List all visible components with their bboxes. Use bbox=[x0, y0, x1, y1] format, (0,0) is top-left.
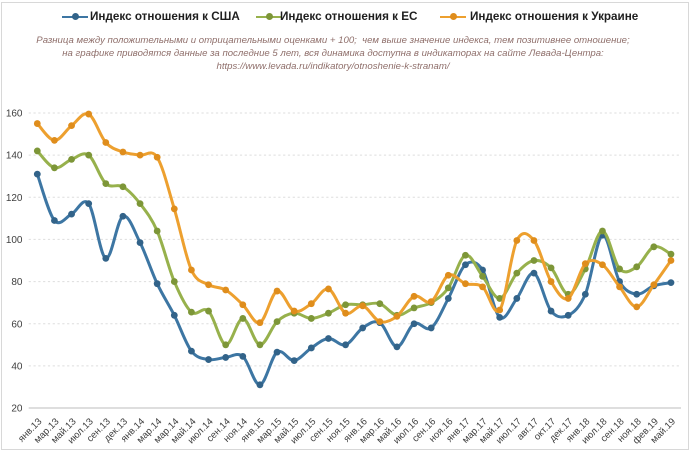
svg-text:140: 140 bbox=[6, 151, 23, 162]
svg-text:80: 80 bbox=[11, 277, 23, 288]
svg-text:100: 100 bbox=[6, 235, 23, 246]
svg-text:20: 20 bbox=[11, 404, 23, 415]
svg-text:160: 160 bbox=[6, 109, 23, 120]
svg-text:120: 120 bbox=[6, 193, 23, 204]
svg-text:40: 40 bbox=[11, 362, 23, 373]
svg-text:60: 60 bbox=[11, 319, 23, 330]
